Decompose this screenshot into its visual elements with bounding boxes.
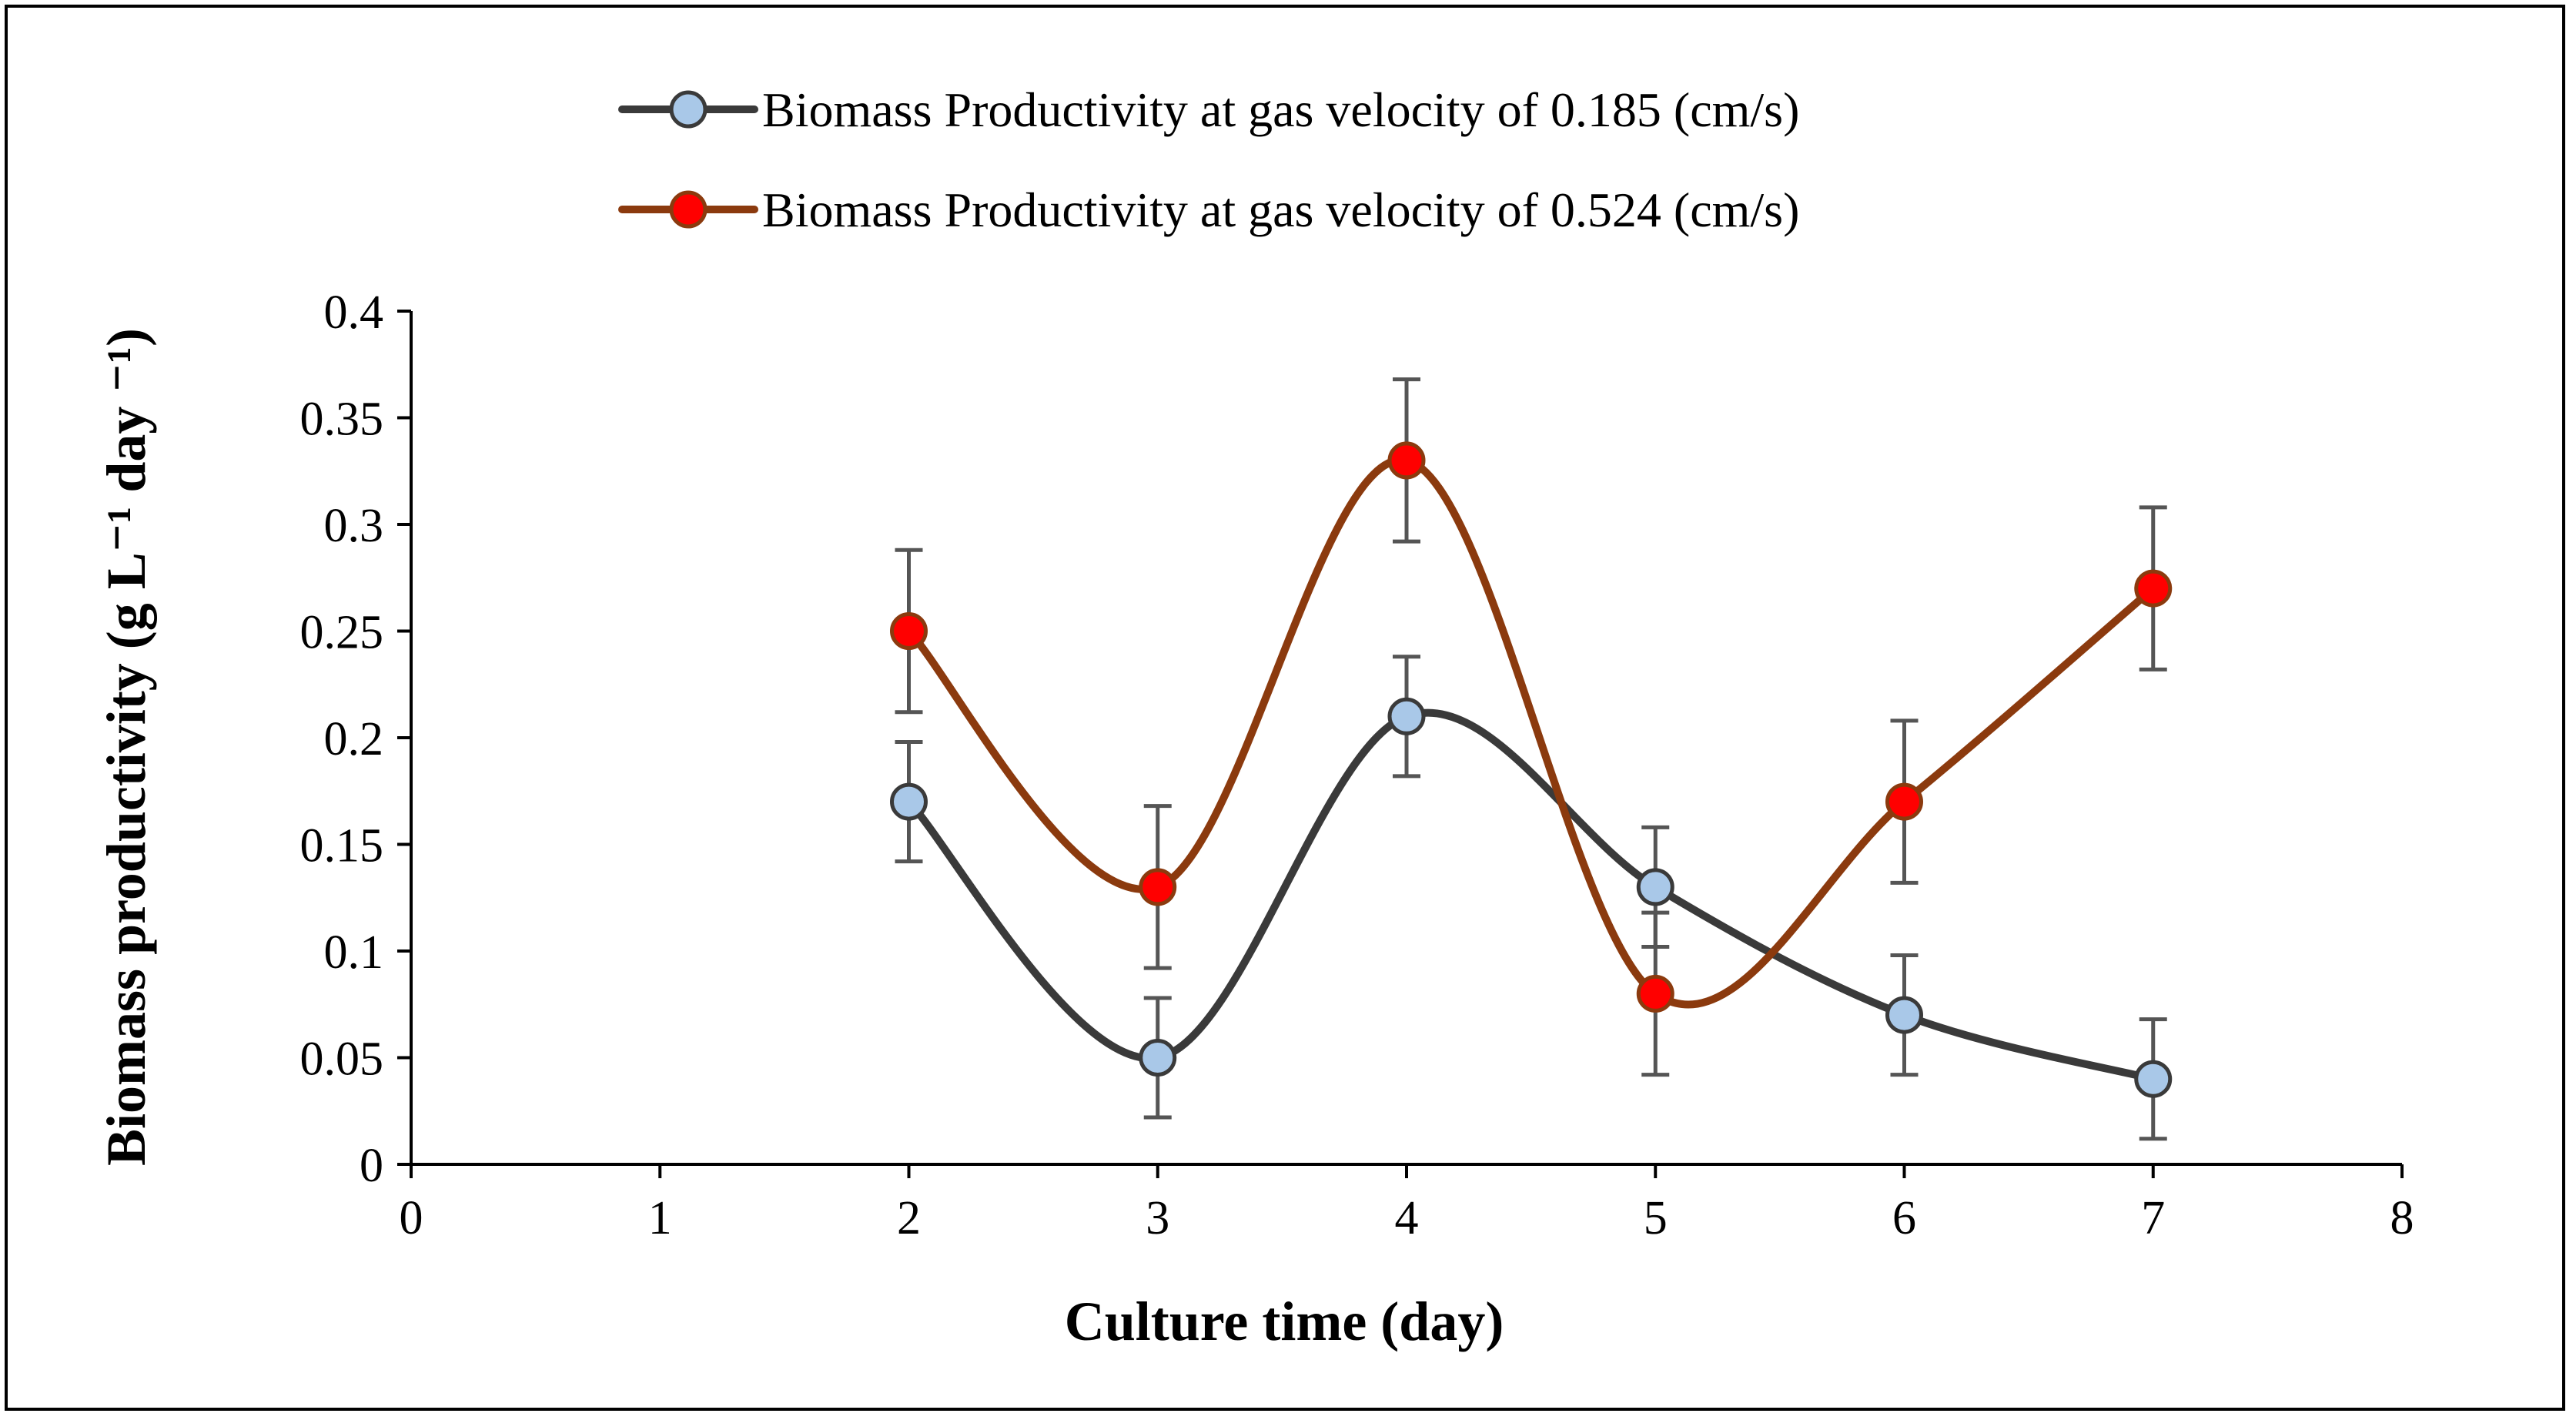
x-tick-label: 7 — [2141, 1192, 2165, 1244]
chart-frame — [5, 5, 2565, 1411]
series-2-point — [890, 612, 928, 650]
series-2-point — [1885, 782, 1923, 821]
legend-marker-2 — [669, 190, 708, 229]
legend-label-1: Biomass Productivity at gas velocity of … — [762, 82, 1799, 137]
series-1-point — [890, 782, 928, 821]
y-tick-label: 0.1 — [324, 926, 384, 979]
series-markers — [890, 441, 2173, 1098]
series-lines — [905, 456, 2157, 1083]
x-tick-label: 0 — [400, 1192, 423, 1244]
legend-label-2: Biomass Productivity at gas velocity of … — [762, 183, 1799, 237]
y-axis-title: Biomass productivity (g L⁻¹ day ⁻¹) — [95, 328, 157, 1166]
series-2-point — [1636, 974, 1674, 1013]
y-tick-label: 0 — [360, 1140, 383, 1192]
series-2-point — [2134, 569, 2173, 608]
y-tick-label: 0.25 — [300, 607, 384, 659]
x-tick-label: 3 — [1146, 1192, 1169, 1244]
series-1-point — [2134, 1060, 2173, 1098]
series-1-point — [1387, 697, 1426, 735]
x-tick-label: 8 — [2390, 1192, 2414, 1244]
x-tick-label: 2 — [897, 1192, 921, 1244]
y-tick-label: 0.3 — [324, 500, 384, 552]
axes — [397, 310, 2404, 1178]
tick-labels: 0 0.05 0.1 0.15 0.2 0.25 0.3 0.35 0.4 0 1 2 3 4 5 6 7 8 — [300, 286, 2414, 1244]
x-tick-label: 6 — [1892, 1192, 1916, 1244]
legend-marker-1 — [669, 90, 708, 129]
y-tick-label: 0.4 — [324, 286, 384, 339]
series-1-line — [905, 708, 2157, 1083]
series-2-point — [1387, 441, 1426, 480]
y-tick-label: 0.05 — [300, 1033, 384, 1086]
series-1-point — [1885, 996, 1923, 1034]
x-tick-label: 1 — [648, 1192, 672, 1244]
series-1-point — [1636, 868, 1674, 906]
legend: Biomass Productivity at gas velocity of … — [618, 82, 1799, 237]
x-tick-label: 5 — [1644, 1192, 1668, 1244]
x-tick-label: 4 — [1395, 1192, 1419, 1244]
x-axis-title: Culture time (day) — [1065, 1291, 1504, 1352]
y-tick-label: 0.35 — [300, 394, 384, 446]
y-tick-label: 0.2 — [324, 713, 384, 765]
y-tick-label: 0.15 — [300, 820, 384, 872]
series-1-point — [1139, 1039, 1177, 1077]
series-2-point — [1139, 868, 1177, 906]
series-2-line — [905, 456, 2157, 1009]
